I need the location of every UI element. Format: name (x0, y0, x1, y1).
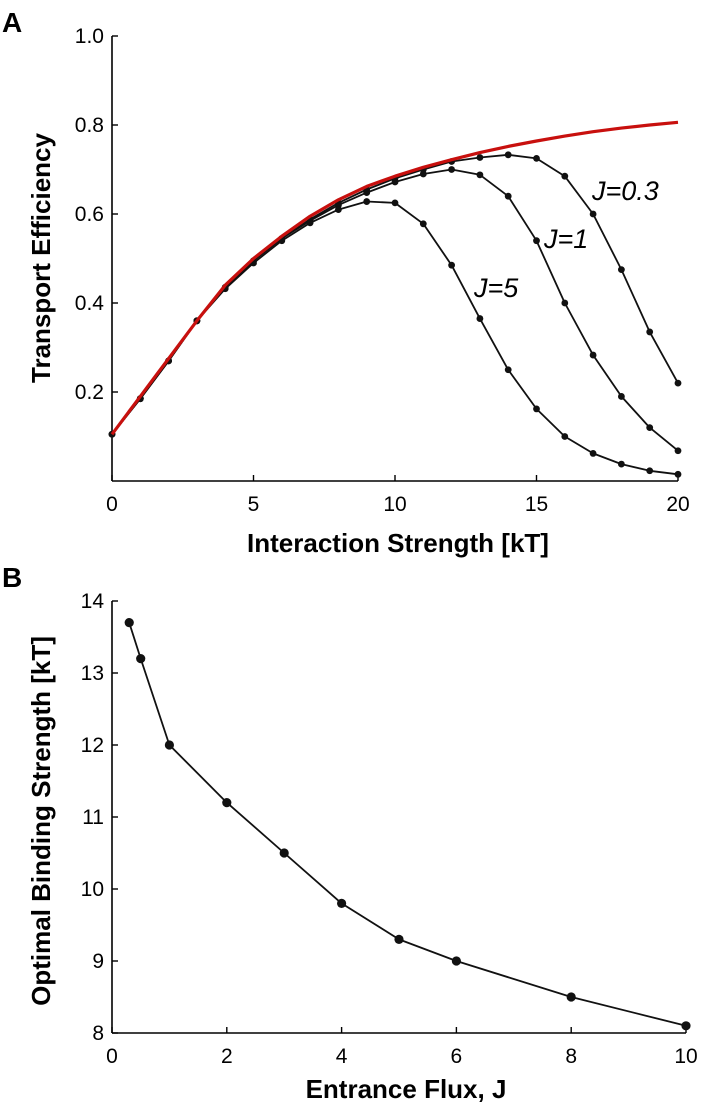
panel-b-y-axis-title: Optimal Binding Strength [kT] (26, 636, 56, 1006)
panel-a-x-tick-label: 20 (666, 493, 689, 516)
panel-a-series-line-j-5 (111, 200, 679, 476)
panel-a-data-point-j-5 (306, 219, 314, 227)
panel-a-data-point-j-1 (476, 171, 484, 179)
panel-a-data-point-j-0-3 (476, 154, 484, 161)
panel-b-data-point-optimum (222, 798, 232, 808)
panel-a-data-point-j-1 (561, 299, 569, 307)
panel-a-curve-label-j-5: J=5 (473, 273, 519, 303)
panel-b-series-line-optimum (128, 622, 687, 1027)
panel-b-x-tick-label: 2 (221, 1045, 233, 1068)
panel-a-series-line-limit (110, 120, 679, 436)
panel-b-y-tick-label: 12 (81, 734, 104, 757)
panel-a-data-point-j-1 (448, 166, 455, 173)
panel-a-data-point-j-0-3 (674, 379, 682, 387)
panel-a-label: A (2, 7, 22, 38)
panel-a-data-point-j-0-3 (618, 266, 625, 274)
panel-b-x-tick-label: 6 (451, 1045, 463, 1068)
panel-a-data-point-j-5 (335, 206, 342, 213)
panel-b-data-point-optimum (337, 898, 347, 909)
panel-a-data-point-j-1 (391, 178, 399, 186)
panel-a-data-point-j-5 (391, 199, 399, 207)
panel-a-data-point-j-0-3 (504, 151, 512, 159)
panel-a-y-tick-label: 0.8 (75, 114, 104, 137)
panel-a-data-point-j-0-3 (589, 210, 597, 218)
panel-a-data-point-j-5 (533, 405, 540, 413)
panel-a-data-point-j-5 (646, 467, 654, 475)
panel-b-chart: B Entrance Flux, J Optimal Binding Stren… (2, 562, 698, 1104)
panel-b-y-tick-label: 13 (81, 662, 104, 685)
panel-a-x-tick-label: 15 (525, 493, 548, 516)
panel-a-data-point-j-1 (419, 170, 427, 178)
panel-a-data-point-j-5 (363, 198, 371, 205)
panel-a-data-point-j-1 (674, 447, 682, 455)
panel-a-data-point-j-1 (533, 237, 540, 245)
panel-b-x-tick-label: 10 (674, 1045, 697, 1068)
panel-b-x-tick-label: 0 (106, 1045, 118, 1068)
panel-a-x-tick-label: 0 (106, 493, 118, 516)
panel-b-y-tick-label: 8 (92, 1022, 104, 1045)
panel-b-x-tick-label: 8 (565, 1045, 577, 1068)
panel-b-y-tick-label: 9 (92, 950, 104, 973)
panel-a-data-point-j-5 (589, 450, 597, 457)
panel-b-data-point-optimum (566, 992, 576, 1002)
panel-b-data-point-optimum (124, 618, 134, 628)
panel-a-data-point-j-5 (504, 366, 512, 374)
panel-a-data-point-j-0-3 (646, 328, 654, 336)
panel-a-data-point-j-0-3 (561, 172, 569, 180)
panel-a-y-tick-label: 0.6 (75, 203, 104, 226)
panel-b-data-point-optimum (451, 956, 461, 966)
panel-a-data-point-j-1 (589, 351, 597, 359)
panel-a-data-point-j-5 (448, 261, 455, 269)
panel-a-data-point-j-5 (618, 460, 625, 468)
panel-b-label: B (2, 562, 22, 593)
panel-a-x-tick-label: 10 (383, 493, 406, 516)
panel-b-data-point-optimum (279, 848, 289, 858)
panel-a-data-point-j-1 (618, 393, 625, 400)
panel-a-x-axis-title: Interaction Strength [kT] (247, 528, 549, 558)
panel-a-y-tick-label: 1.0 (75, 25, 104, 48)
panel-b-y-tick-label: 10 (81, 878, 104, 901)
panel-b-y-tick-label: 14 (81, 590, 105, 613)
panel-a-data-point-j-1 (363, 189, 371, 197)
panel-b-data-point-optimum (164, 740, 174, 750)
panel-a-y-tick-label: 0.2 (75, 381, 104, 404)
panel-a-data-point-j-5 (674, 470, 682, 478)
panel-a-data-point-j-5 (419, 220, 427, 228)
panel-a-data-point-j-1 (646, 424, 654, 431)
panel-b-x-axis-title: Entrance Flux, J (306, 1074, 507, 1104)
panel-a-data-point-j-5 (561, 433, 569, 440)
panel-a-curve-label-j-1: J=1 (543, 224, 588, 254)
panel-b-data-point-optimum (394, 934, 404, 945)
panel-a-data-point-j-1 (504, 192, 512, 200)
panel-a-data-point-j-0-3 (533, 154, 540, 162)
panel-a-curve-label-j-0-3: J=0.3 (591, 176, 659, 206)
panel-b-data-point-optimum (136, 654, 146, 664)
panel-b-x-tick-label: 4 (336, 1045, 348, 1068)
panel-a-y-tick-label: 0.4 (75, 292, 105, 315)
panel-a-data-point-j-5 (476, 315, 484, 322)
panel-a-y-axis-title: Transport Efficiency (26, 132, 56, 382)
panel-b-data-point-optimum (681, 1021, 691, 1031)
panel-a-chart: A Interaction Strength [kT] Transport Ef… (2, 7, 690, 558)
panel-a-x-tick-label: 5 (248, 493, 260, 516)
panel-b-y-tick-label: 11 (82, 806, 104, 829)
